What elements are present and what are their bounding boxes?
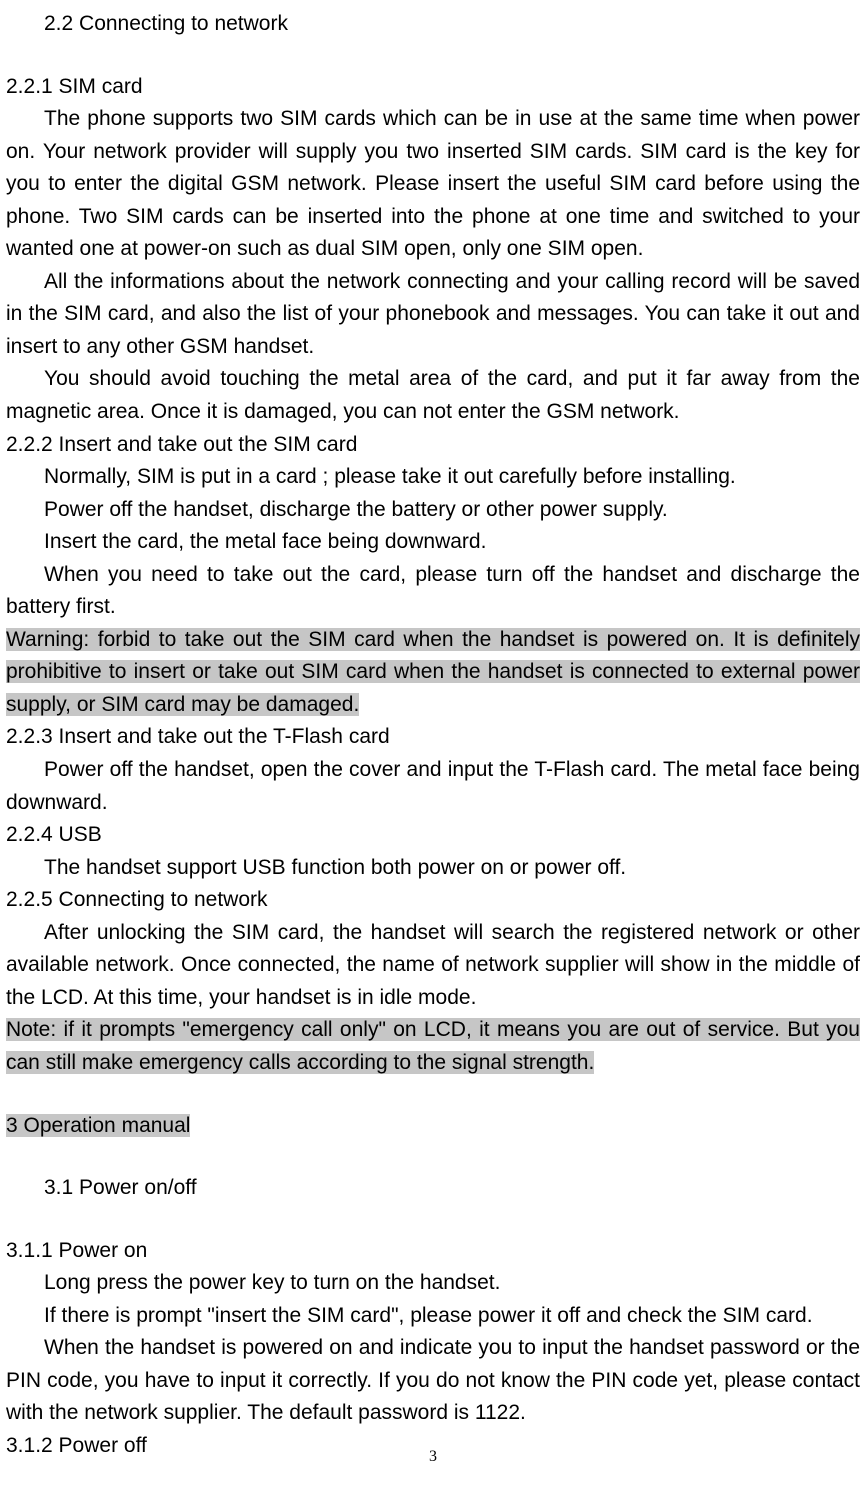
heading-2-2-2: 2.2.2 Insert and take out the SIM card	[6, 429, 860, 462]
paragraph: When you need to take out the card, plea…	[6, 559, 860, 624]
heading-3-1: 3.1 Power on/off	[6, 1172, 860, 1205]
paragraph: After unlocking the SIM card, the handse…	[6, 917, 860, 1015]
heading-2-2-3: 2.2.3 Insert and take out the T-Flash ca…	[6, 721, 860, 754]
paragraph: If there is prompt "insert the SIM card"…	[6, 1300, 860, 1333]
paragraph: Long press the power key to turn on the …	[6, 1267, 860, 1300]
paragraph: The phone supports two SIM cards which c…	[6, 103, 860, 266]
blank-line	[6, 1080, 860, 1110]
blank-line	[6, 1205, 860, 1235]
heading-2-2-1: 2.2.1 SIM card	[6, 71, 860, 104]
paragraph: You should avoid touching the metal area…	[6, 363, 860, 428]
paragraph: All the informations about the network c…	[6, 266, 860, 364]
warning-highlight: Warning: forbid to take out the SIM card…	[6, 624, 860, 722]
blank-line	[6, 41, 860, 71]
note-highlight: Note: if it prompts "emergency call only…	[6, 1014, 860, 1079]
paragraph: When the handset is powered on and indic…	[6, 1332, 860, 1430]
heading-3-text: 3 Operation manual	[6, 1114, 190, 1137]
page-number: 3	[0, 1445, 866, 1470]
paragraph: Power off the handset, discharge the bat…	[6, 494, 860, 527]
heading-3-1-1: 3.1.1 Power on	[6, 1235, 860, 1268]
blank-line	[6, 1142, 860, 1172]
heading-2-2-4: 2.2.4 USB	[6, 819, 860, 852]
warning-text: Warning: forbid to take out the SIM card…	[6, 628, 860, 716]
document-page: 2.2 Connecting to network 2.2.1 SIM card…	[0, 0, 866, 1488]
paragraph: Normally, SIM is put in a card ; please …	[6, 461, 860, 494]
heading-2-2-5: 2.2.5 Connecting to network	[6, 884, 860, 917]
heading-2-2: 2.2 Connecting to network	[6, 8, 860, 41]
heading-3: 3 Operation manual	[6, 1110, 860, 1143]
paragraph: The handset support USB function both po…	[6, 852, 860, 885]
paragraph: Power off the handset, open the cover an…	[6, 754, 860, 819]
note-text: Note: if it prompts "emergency call only…	[6, 1018, 860, 1074]
paragraph: Insert the card, the metal face being do…	[6, 526, 860, 559]
